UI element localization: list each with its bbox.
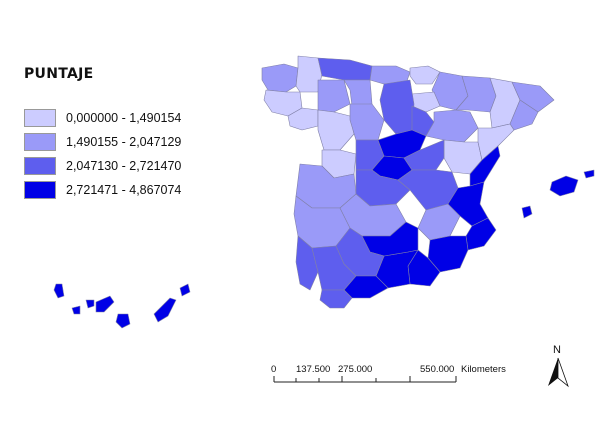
legend-label: 0,000000 - 1,490154 (66, 111, 182, 125)
region-tarragona (477, 123, 515, 161)
region-burgos (379, 79, 415, 135)
region-fuerteventura (153, 297, 177, 323)
legend-label: 2,047130 - 2,721470 (66, 159, 182, 173)
region-tenerife (95, 295, 115, 313)
legend-item: 2,721471 - 4,867074 (24, 180, 181, 200)
region-asturias (317, 57, 373, 81)
region-ibiza (521, 205, 533, 219)
legend-label: 1,490155 - 2,047129 (66, 135, 182, 149)
region-girona (511, 81, 555, 113)
scale-tick-2: 275.000 (338, 364, 372, 375)
region-valladolid (349, 103, 385, 141)
region-la-gomera (85, 299, 95, 309)
region-barcelona (509, 99, 539, 131)
region-pontevedra (261, 63, 299, 93)
legend-label: 2,721471 - 4,867074 (66, 183, 182, 197)
legend-swatch (24, 181, 56, 199)
north-label: N (553, 344, 561, 356)
region-mallorca (549, 175, 579, 197)
region-lanzarote (179, 283, 191, 297)
region-zamora (317, 109, 355, 151)
legend-item: 1,490155 - 2,047129 (24, 132, 181, 152)
legend-swatch (24, 109, 56, 127)
legend-swatch (24, 133, 56, 151)
region-zaragoza (425, 109, 479, 143)
scale-tick-1: 137.500 (296, 364, 330, 375)
legend-item: 0,000000 - 1,490154 (24, 108, 181, 128)
region-menorca (583, 169, 595, 179)
scale-unit: Kilometers (461, 364, 506, 375)
region-la-palma (53, 283, 65, 299)
region-bizkaia (409, 65, 441, 85)
legend-item: 2,047130 - 2,721470 (24, 156, 181, 176)
region-cadiz (319, 289, 353, 309)
scale-bar: 0 137.500 275.000 550.000 Kilometers (271, 364, 506, 383)
region-el-hierro (71, 305, 81, 315)
legend-swatch (24, 157, 56, 175)
region-gran-canaria (115, 313, 131, 329)
scale-tick-0: 0 (271, 364, 276, 375)
region-leon (317, 79, 351, 113)
scale-tick-3: 550.000 (420, 364, 454, 375)
north-arrow-icon: N (548, 344, 569, 388)
legend-title: PUNTAJE (24, 66, 94, 82)
